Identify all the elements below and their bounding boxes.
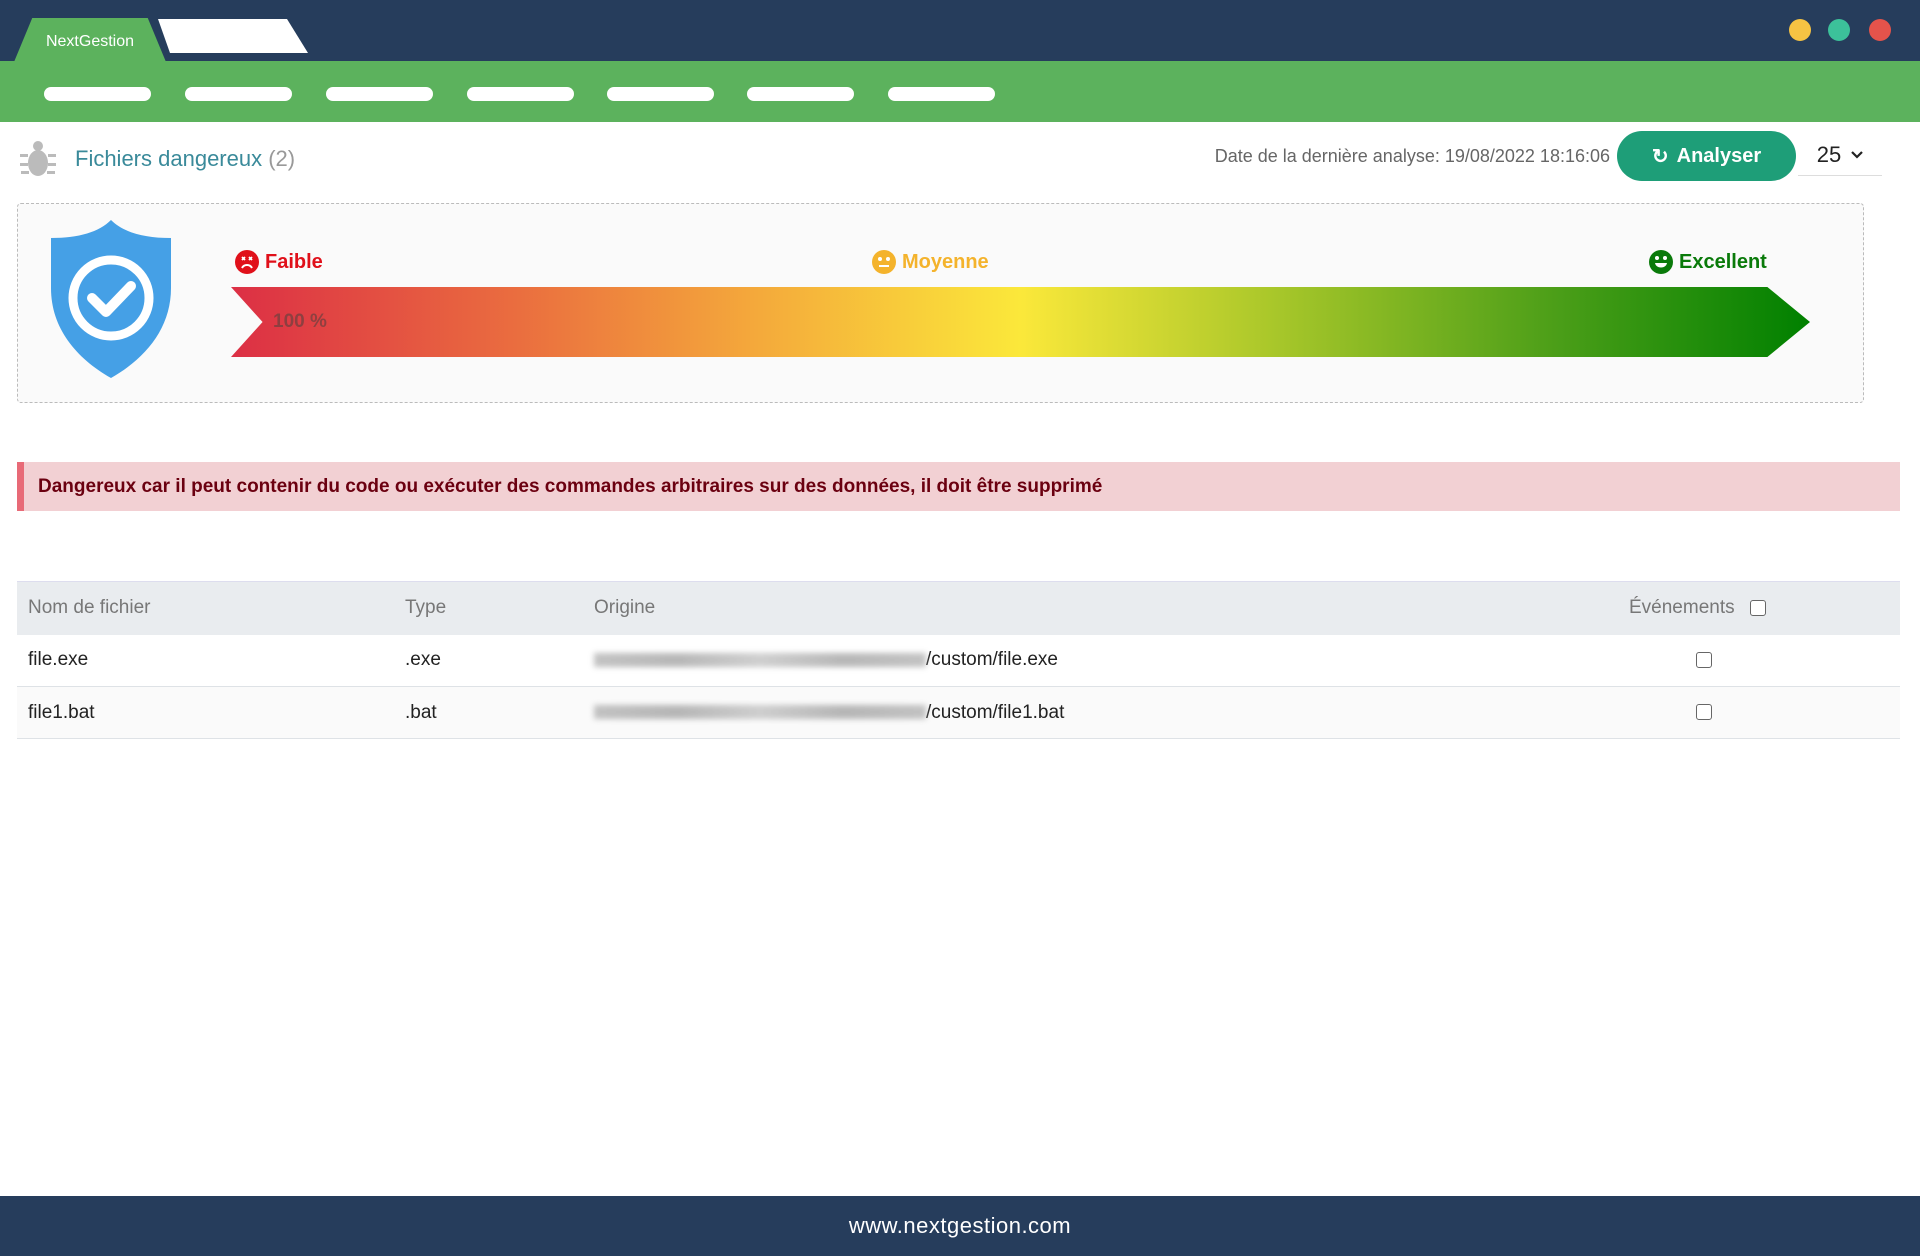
files-table: Nom de fichier Type Origine Événements f… <box>17 581 1900 739</box>
nav-bar <box>0 61 1920 122</box>
score-label-high: Excellent <box>1649 250 1767 274</box>
col-events: Événements <box>1618 581 1900 635</box>
cell-filename: file.exe <box>17 634 394 687</box>
analyze-label: Analyser <box>1676 144 1762 167</box>
nav-item[interactable] <box>44 87 151 101</box>
footer: www.nextgestion.com <box>0 1196 1920 1256</box>
nav-item[interactable] <box>747 87 854 101</box>
file-count: (2) <box>268 146 296 171</box>
row-checkbox[interactable] <box>1696 704 1712 721</box>
row-checkbox[interactable] <box>1696 652 1712 669</box>
score-label-low: Faible <box>235 250 323 274</box>
cell-origin: /custom/file1.bat <box>583 686 1618 739</box>
last-analysis-date: Date de la dernière analyse: 19/08/2022 … <box>1214 146 1610 166</box>
title-bar: NextGestion <box>0 0 1920 62</box>
table-row: file1.bat .bat /custom/file1.bat <box>17 686 1900 739</box>
score-label-medium: Moyenne <box>872 250 989 274</box>
table-row: file.exe .exe /custom/file.exe <box>17 634 1900 687</box>
cell-filename: file1.bat <box>17 686 394 739</box>
nav-item[interactable] <box>185 87 292 101</box>
footer-url[interactable]: www.nextgestion.com <box>848 1213 1072 1238</box>
nav-item[interactable] <box>888 87 995 101</box>
cell-events <box>1618 634 1900 687</box>
title-text: Fichiers dangereux <box>75 146 263 171</box>
label-text: Faible <box>265 250 323 273</box>
origin-suffix: /custom/file1.bat <box>926 701 1065 723</box>
close-button[interactable] <box>1869 19 1891 41</box>
chevron-down-icon <box>1851 150 1864 159</box>
bug-icon <box>20 141 56 176</box>
col-origin[interactable]: Origine <box>583 581 1618 635</box>
cell-type: .bat <box>394 686 583 739</box>
maximize-button[interactable] <box>1828 19 1850 41</box>
smile-face-icon <box>1649 250 1673 274</box>
redacted-path <box>594 653 926 668</box>
cell-type: .exe <box>394 634 583 687</box>
neutral-face-icon <box>872 250 896 274</box>
score-value: 100 % <box>273 311 327 332</box>
origin-suffix: /custom/file.exe <box>926 649 1058 671</box>
label-text: Moyenne <box>902 250 989 273</box>
cell-events <box>1618 686 1900 739</box>
sad-face-icon <box>235 250 259 274</box>
nav-item[interactable] <box>607 87 714 101</box>
cell-origin: /custom/file.exe <box>583 634 1618 687</box>
col-type[interactable]: Type <box>394 581 583 635</box>
page-size-select[interactable]: 25 <box>1798 134 1882 176</box>
tab-nextgestion[interactable]: NextGestion <box>14 18 166 62</box>
danger-alert: Dangereux car il peut contenir du code o… <box>17 462 1900 511</box>
page-size-value: 25 <box>1816 141 1842 167</box>
analyze-button[interactable]: ↻ Analyser <box>1617 131 1796 181</box>
refresh-icon: ↻ <box>1651 145 1669 168</box>
col-filename[interactable]: Nom de fichier <box>17 581 394 635</box>
nav-item[interactable] <box>467 87 574 101</box>
shield-check-icon <box>51 220 171 378</box>
select-all-checkbox[interactable] <box>1749 600 1766 617</box>
tab-blank[interactable] <box>158 19 308 53</box>
minimize-button[interactable] <box>1789 19 1811 41</box>
label-text: Excellent <box>1679 250 1767 273</box>
page-title: Fichiers dangereux (2) <box>75 146 295 172</box>
nav-item[interactable] <box>326 87 433 101</box>
redacted-path <box>594 705 926 720</box>
table-header: Nom de fichier Type Origine Événements <box>17 581 1900 635</box>
events-label: Événements <box>1629 597 1735 619</box>
score-gradient-bar: 100 % <box>231 287 1810 357</box>
